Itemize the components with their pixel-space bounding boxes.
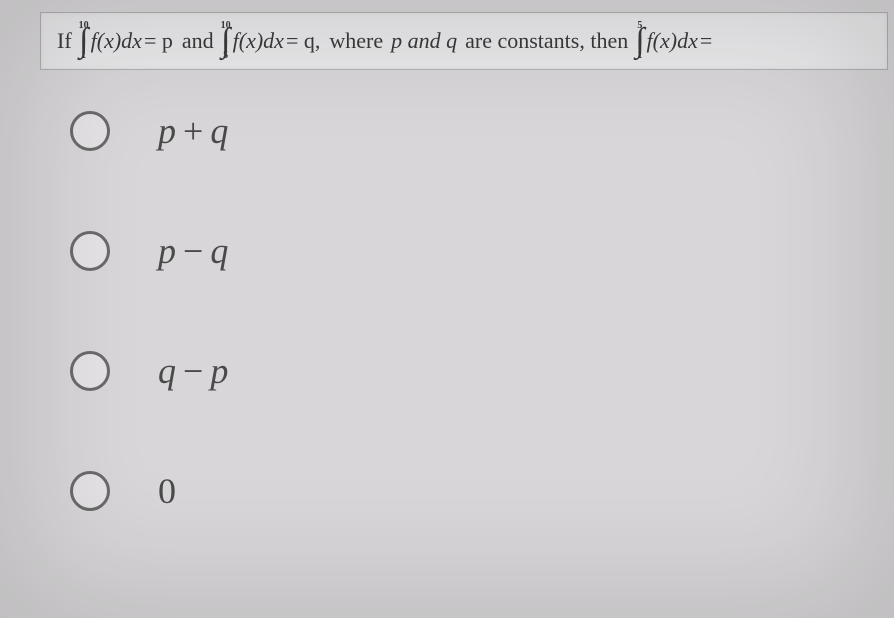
integral-2: 10 ∫ 5 f(x)dx = q, <box>221 21 323 61</box>
option-c[interactable]: q−p <box>70 350 854 392</box>
option-c-label: q−p <box>158 350 229 392</box>
equals-blank: = <box>700 28 712 54</box>
option-a[interactable]: p+q <box>70 110 854 152</box>
lower-limit: 5 <box>223 51 228 61</box>
text-pq: p and q <box>391 28 457 54</box>
lower-limit: 1 <box>637 51 642 61</box>
equals-p: = p <box>144 28 173 54</box>
integrand: f(x)dx <box>91 28 142 54</box>
integrand: f(x)dx <box>233 28 284 54</box>
integral-symbol: 5 ∫ 1 <box>635 21 644 61</box>
text-where: where <box>329 28 383 54</box>
option-b[interactable]: p−q <box>70 230 854 272</box>
integral-1: 10 ∫ 1 f(x)dx = p <box>79 21 175 61</box>
text-and: and <box>182 28 214 54</box>
integral-symbol: 10 ∫ 1 <box>79 21 89 61</box>
option-d-label: 0 <box>158 470 177 512</box>
integral-3: 5 ∫ 1 f(x)dx = <box>635 21 714 61</box>
radio-icon[interactable] <box>70 111 110 151</box>
integrand: f(x)dx <box>647 28 698 54</box>
options-group: p+q p−q q−p 0 <box>70 110 854 590</box>
lower-limit: 1 <box>81 51 86 61</box>
option-b-label: p−q <box>158 230 229 272</box>
radio-icon[interactable] <box>70 471 110 511</box>
question-stem: If 10 ∫ 1 f(x)dx = p and 10 ∫ 5 f(x)dx =… <box>40 12 888 70</box>
text-if: If <box>57 28 72 54</box>
option-a-label: p+q <box>158 110 229 152</box>
integral-symbol: 10 ∫ 5 <box>221 21 231 61</box>
option-d[interactable]: 0 <box>70 470 854 512</box>
equals-q: = q, <box>286 28 320 54</box>
text-are-constants: are constants, then <box>465 28 628 54</box>
radio-icon[interactable] <box>70 231 110 271</box>
radio-icon[interactable] <box>70 351 110 391</box>
